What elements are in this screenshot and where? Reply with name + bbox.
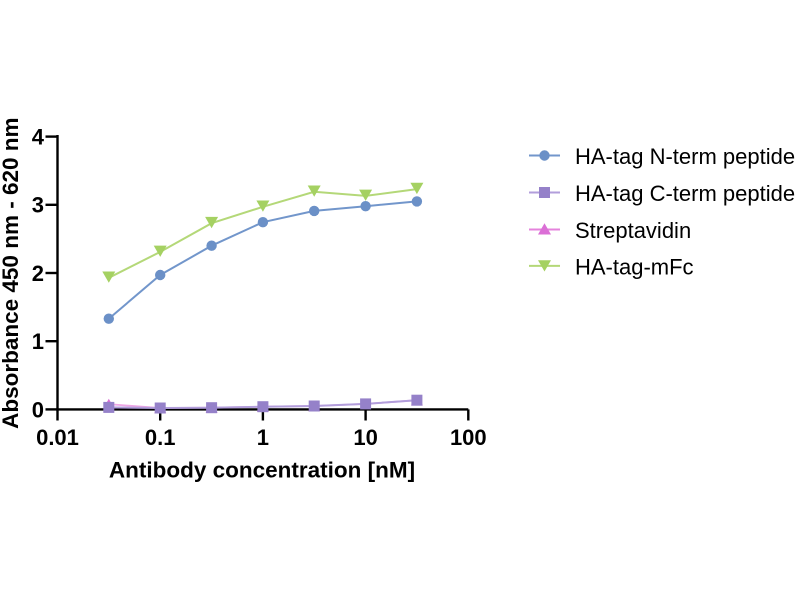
svg-text:0: 0 bbox=[32, 397, 44, 422]
svg-text:Antibody concentration [nM]: Antibody concentration [nM] bbox=[109, 458, 415, 483]
svg-text:HA-tag N-term peptide: HA-tag N-term peptide bbox=[575, 144, 795, 169]
svg-text:1: 1 bbox=[32, 329, 44, 354]
svg-text:Streptavidin: Streptavidin bbox=[575, 218, 691, 243]
svg-text:4: 4 bbox=[32, 125, 45, 150]
svg-text:0.01: 0.01 bbox=[36, 425, 79, 450]
svg-text:100: 100 bbox=[450, 425, 487, 450]
svg-text:3: 3 bbox=[32, 193, 44, 218]
svg-text:HA-tag-mFc: HA-tag-mFc bbox=[575, 254, 694, 279]
svg-text:0.1: 0.1 bbox=[145, 425, 176, 450]
svg-text:1: 1 bbox=[257, 425, 269, 450]
svg-text:HA-tag C-term peptide: HA-tag C-term peptide bbox=[575, 181, 795, 206]
svg-text:2: 2 bbox=[32, 261, 44, 286]
svg-text:Absorbance 450 nm - 620 nm: Absorbance 450 nm - 620 nm bbox=[0, 118, 23, 429]
svg-text:10: 10 bbox=[353, 425, 377, 450]
